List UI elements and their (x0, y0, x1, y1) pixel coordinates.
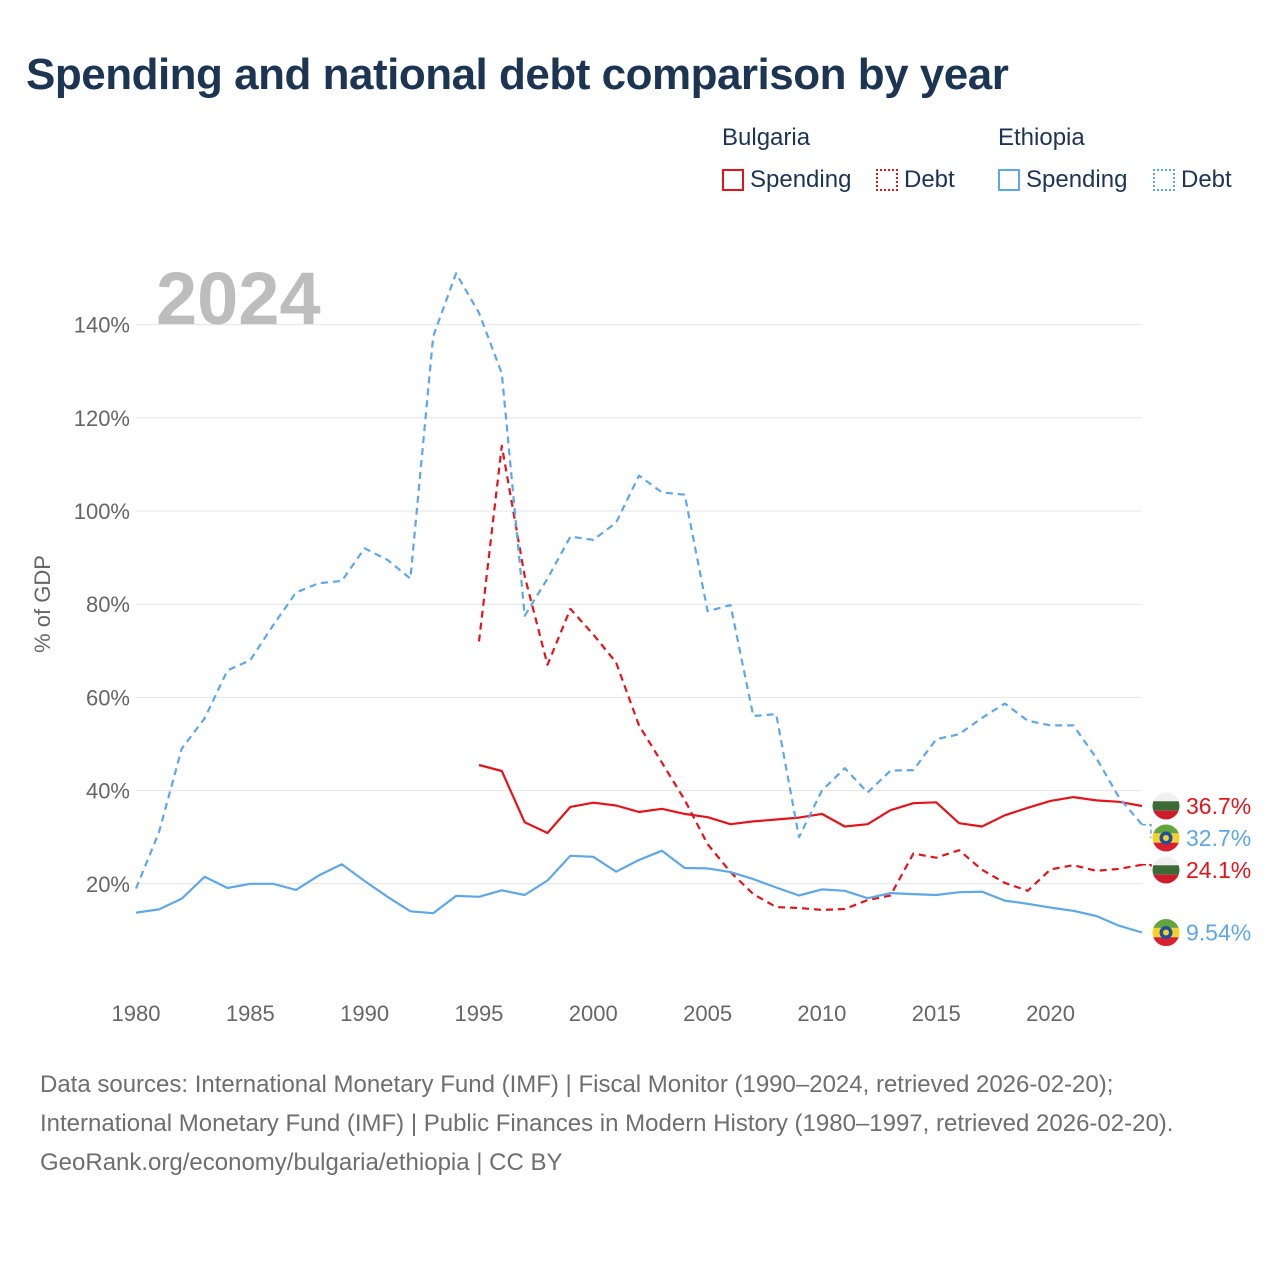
ethiopia-flag-icon (1152, 823, 1180, 852)
end-value-label: 24.1% (1186, 857, 1251, 883)
bulgaria-flag-icon (1152, 855, 1180, 884)
x-tick-label: 2005 (683, 1001, 732, 1026)
series-line-bulgaria-spending (478, 763, 1143, 835)
marker-connector (1142, 823, 1152, 838)
x-tick-label: 2015 (912, 1001, 961, 1026)
y-tick-label: 60% (86, 685, 130, 710)
x-tick-label: 1985 (226, 1001, 275, 1026)
flag-marker-bulgaria (1151, 791, 1181, 821)
legend-swatch-dotted (1153, 169, 1175, 191)
marker-connector (1142, 863, 1152, 870)
legend-label: Debt (904, 166, 955, 193)
legend-group-bulgaria: Bulgaria (722, 124, 811, 151)
x-tick-label: 1995 (454, 1001, 503, 1026)
x-tick-label: 1980 (112, 1001, 161, 1026)
x-tick-label: 2010 (797, 1001, 846, 1026)
series-line-ethiopia-spending (135, 849, 1143, 934)
y-tick-label: 140% (74, 313, 130, 338)
series-line-ethiopia-debt (134, 272, 1143, 889)
y-axis-title: % of GDP (30, 555, 55, 653)
legend-bulgaria-debt[interactable]: Debt (876, 166, 955, 194)
legend-label: Spending (750, 166, 852, 193)
credit-link[interactable]: GeoRank.org/economy/bulgaria/ethiopia | … (40, 1149, 563, 1176)
end-value-label: 36.7% (1186, 793, 1251, 819)
end-value-label: 32.7% (1186, 825, 1251, 851)
line-chart: 2024 20% 40% 60% 80% 100% 120% 140% 1980 1985 199… (30, 257, 1251, 1026)
legend-ethiopia-debt[interactable]: Debt (1153, 166, 1232, 194)
legend-label: Spending (1026, 166, 1128, 193)
x-tick-label: 2000 (569, 1001, 618, 1026)
legend-swatch-dotted (876, 169, 898, 191)
legend-swatch-solid (722, 169, 744, 191)
data-sources: Data sources: International Monetary Fun… (40, 1071, 1174, 1137)
y-tick-label: 20% (86, 872, 130, 897)
ethiopia-flag-icon (1152, 918, 1180, 947)
end-value-label: 9.54% (1186, 920, 1251, 946)
y-tick-label: 40% (86, 779, 130, 804)
legend-ethiopia-spending[interactable]: Spending (998, 166, 1127, 194)
bulgaria-flag-icon (1152, 791, 1180, 820)
legend-bulgaria-spending[interactable]: Spending (722, 166, 851, 194)
legend-swatch-solid (998, 169, 1020, 191)
x-tick-label: 2020 (1026, 1001, 1075, 1026)
footer: Data sources: International Monetary Fun… (40, 1065, 1240, 1182)
flag-marker-ethiopia (1151, 918, 1181, 948)
flag-marker-ethiopia (1151, 823, 1181, 853)
series-line-bulgaria-debt (477, 444, 1143, 912)
chart-title: Spending and national debt comparison by… (26, 50, 1009, 99)
x-tick-label: 1990 (340, 1001, 389, 1026)
y-tick-label: 80% (86, 592, 130, 617)
y-tick-label: 120% (74, 406, 130, 431)
flag-marker-bulgaria (1151, 855, 1181, 885)
legend-label: Debt (1181, 166, 1232, 193)
y-tick-label: 100% (74, 499, 130, 524)
year-watermark: 2024 (156, 257, 321, 340)
legend-group-ethiopia: Ethiopia (998, 124, 1085, 151)
